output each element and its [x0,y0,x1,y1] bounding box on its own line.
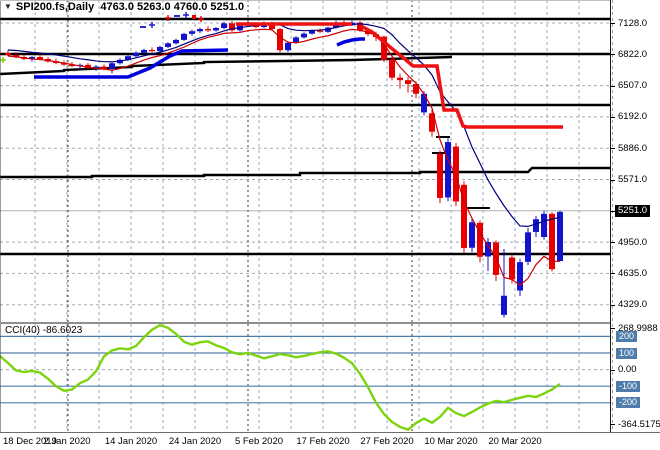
symbol-period-label: SPI200.fs,Daily [15,1,95,13]
cci-panel-canvas[interactable] [0,323,610,437]
date-axis-label: 24 Jan 2020 [168,436,222,447]
price-axis-tick [611,54,615,56]
cci-svg [0,323,610,432]
price-axis-label: 4950.0 [618,236,648,248]
cci-axis-tick [611,424,615,425]
price-axis-label: 5571.0 [618,174,648,185]
price-axis-tick [611,210,615,212]
price-axis-tick [611,148,615,150]
cci-axis-tick [611,328,615,329]
cci-axis-tick [611,369,615,371]
axis-dashed-line [612,0,613,432]
price-axis-tick [611,304,615,306]
price-axis-label: 7128.0 [618,17,648,29]
date-axis-label: 5 Feb 2020 [234,436,284,447]
cci-axis-label: -364.5175 [618,418,660,430]
price-axis-tick [611,23,615,24]
date-axis-label: 10 Mar 2020 [424,436,478,447]
symbol-dropdown-icon[interactable]: ▼ [4,2,12,11]
price-axis-tick [611,242,615,244]
date-axis-label: 18 Dec 2019 [3,436,57,447]
price-axis-label: 6507.0 [618,80,648,92]
cci-axis-label: -100 [616,380,641,392]
ohlc-values: 4763.0 5263.0 4760.0 5251.0 [100,1,245,13]
price-chart-canvas[interactable] [0,0,610,327]
price-axis-label: 6192.0 [618,111,648,123]
cci-axis-label: 0.00 [618,364,637,376]
date-axis-label: 2 Jan 2020 [43,436,91,447]
panel-splitter[interactable] [0,322,610,324]
cci-axis-label: 200 [616,330,638,342]
cci-axis-label: -200 [616,397,641,409]
cci-axis-label: 100 [616,347,638,359]
price-axis-label: 6822.0 [618,48,648,60]
price-axis-tick [611,116,615,118]
price-axis-tick [611,179,615,181]
price-axis-tick [611,273,615,275]
time-axis[interactable]: 18 Dec 2019 2 Jan 2020 14 Jan 2020 24 Jan 2… [0,432,660,450]
chart-title: ▼ SPI200.fs,Daily 4763.0 5263.0 4760.0 52… [4,1,244,13]
price-chart-svg [0,0,610,322]
date-axis-label: 14 Jan 2020 [104,436,158,447]
price-axis[interactable]: 7128.0 6822.0 6507.0 6192.0 5886.0 5571.0 5251… [610,0,660,432]
price-axis-label: 4329.0 [618,299,648,311]
date-axis-label: 17 Feb 2020 [296,436,350,447]
cci-axis-label: 268.9988 [618,322,658,334]
price-axis-label: 4635.0 [618,267,648,279]
date-axis-label: 27 Feb 2020 [360,436,414,447]
price-axis-label: 5886.0 [618,142,648,154]
date-axis-label: 20 Mar 2020 [488,436,542,447]
price-axis-tick [611,85,615,87]
bid-price-label: 5251.0 [615,205,651,218]
cci-indicator-label: CCI(40) -86.6023 [5,325,83,336]
